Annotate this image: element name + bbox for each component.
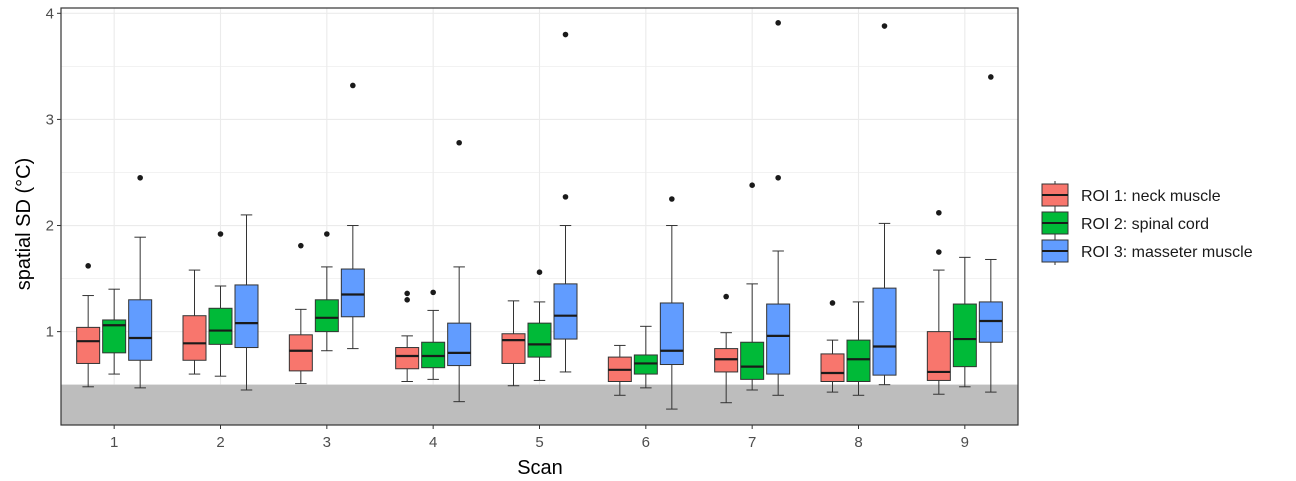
x-tick-label: 2 xyxy=(216,434,224,451)
boxplot-group xyxy=(314,231,339,352)
boxplot-group xyxy=(740,182,765,391)
outlier-point xyxy=(881,23,888,29)
outlier-point xyxy=(936,249,942,255)
box xyxy=(926,331,951,381)
boxplot-group xyxy=(766,20,791,396)
box xyxy=(553,283,578,340)
outlier-point xyxy=(137,174,143,181)
x-tick-label: 7 xyxy=(748,434,756,451)
outlier-point xyxy=(829,300,836,306)
boxplot-group xyxy=(395,290,420,382)
box xyxy=(501,333,526,364)
boxplot-group xyxy=(846,301,871,396)
boxplot-group xyxy=(128,174,153,389)
box xyxy=(102,319,127,354)
box xyxy=(208,307,233,345)
box xyxy=(395,347,420,370)
y-tick-label: 2 xyxy=(46,218,54,235)
box xyxy=(288,334,313,372)
outlier-point xyxy=(988,74,994,80)
legend: ROI 1: neck muscle ROI 2: spinal cord ROI … xyxy=(1041,181,1253,265)
boxplot-group xyxy=(501,300,526,387)
y-tick-label: 1 xyxy=(46,324,54,341)
box xyxy=(527,322,552,358)
boxplot-group xyxy=(288,242,313,385)
boxplot-group xyxy=(820,300,845,393)
outlier-point xyxy=(775,174,781,181)
boxplot-group xyxy=(607,344,632,396)
box xyxy=(952,303,977,368)
x-tick-label: 4 xyxy=(429,434,437,451)
boxplot-group xyxy=(340,82,365,350)
legend-item: ROI 1: neck muscle xyxy=(1041,181,1221,209)
boxplot-group xyxy=(978,74,1003,393)
boxplot-group xyxy=(872,23,897,386)
x-tick-label: 5 xyxy=(535,434,543,451)
outlier-point xyxy=(562,194,569,200)
boxplot-group xyxy=(553,31,578,373)
outlier-point xyxy=(404,296,410,303)
legend-item: ROI 2: spinal cord xyxy=(1041,209,1209,237)
outlier-point xyxy=(404,290,410,297)
legend-label: ROI 2: spinal cord xyxy=(1081,216,1209,233)
box xyxy=(128,299,153,361)
boxplot-group xyxy=(208,231,233,377)
boxplot-group xyxy=(447,139,472,403)
outlier-point xyxy=(456,139,462,146)
x-axis: 1 2 3 4 5 6 7 8 9 xyxy=(110,425,969,451)
outlier-point xyxy=(217,231,224,237)
y-axis: 1 2 3 4 xyxy=(46,5,61,341)
legend-label: ROI 3: masseter muscle xyxy=(1081,244,1253,261)
x-tick-label: 1 xyxy=(110,434,118,451)
box xyxy=(234,284,259,349)
outlier-point xyxy=(936,209,942,216)
outlier-point xyxy=(562,31,569,38)
outlier-point xyxy=(669,196,675,202)
outlier-point xyxy=(775,20,781,26)
outlier-point xyxy=(324,231,330,237)
x-axis-title: Scan xyxy=(517,457,563,479)
boxplot-group xyxy=(76,263,101,388)
y-axis-title: spatial SD (°C) xyxy=(13,158,35,290)
box xyxy=(182,315,207,361)
legend-label: ROI 1: neck muscle xyxy=(1081,188,1221,205)
y-tick-label: 4 xyxy=(46,5,54,22)
box xyxy=(846,339,871,382)
boxplot-group xyxy=(926,209,951,395)
boxplot-group xyxy=(527,269,552,381)
box xyxy=(740,341,765,380)
outlier-point xyxy=(85,263,91,269)
box xyxy=(820,353,845,382)
outlier-point xyxy=(536,269,543,276)
plot-area xyxy=(60,7,1019,426)
x-tick-label: 3 xyxy=(323,434,331,451)
boxplot-group xyxy=(714,293,739,404)
legend-item: ROI 3: masseter muscle xyxy=(1041,237,1253,265)
x-tick-label: 9 xyxy=(961,434,969,451)
box xyxy=(872,287,897,376)
box xyxy=(447,322,472,367)
box xyxy=(340,268,365,318)
outlier-point xyxy=(350,82,356,89)
boxplot-group xyxy=(102,288,127,375)
boxplot-group xyxy=(421,289,446,380)
box xyxy=(766,303,791,375)
box xyxy=(314,299,339,333)
box xyxy=(659,302,684,366)
outlier-point xyxy=(430,289,436,296)
outlier-point xyxy=(749,182,755,188)
x-tick-label: 8 xyxy=(854,434,862,451)
box xyxy=(76,326,101,364)
shaded-band xyxy=(61,384,1018,425)
boxplot-group xyxy=(633,325,658,389)
boxplot-group xyxy=(182,269,207,375)
boxplot-group xyxy=(952,256,977,388)
outlier-point xyxy=(298,242,304,249)
x-tick-label: 6 xyxy=(642,434,650,451)
outlier-point xyxy=(723,293,729,300)
boxplot-group xyxy=(659,196,684,410)
boxplot-group xyxy=(234,214,259,391)
y-tick-label: 3 xyxy=(46,111,54,128)
